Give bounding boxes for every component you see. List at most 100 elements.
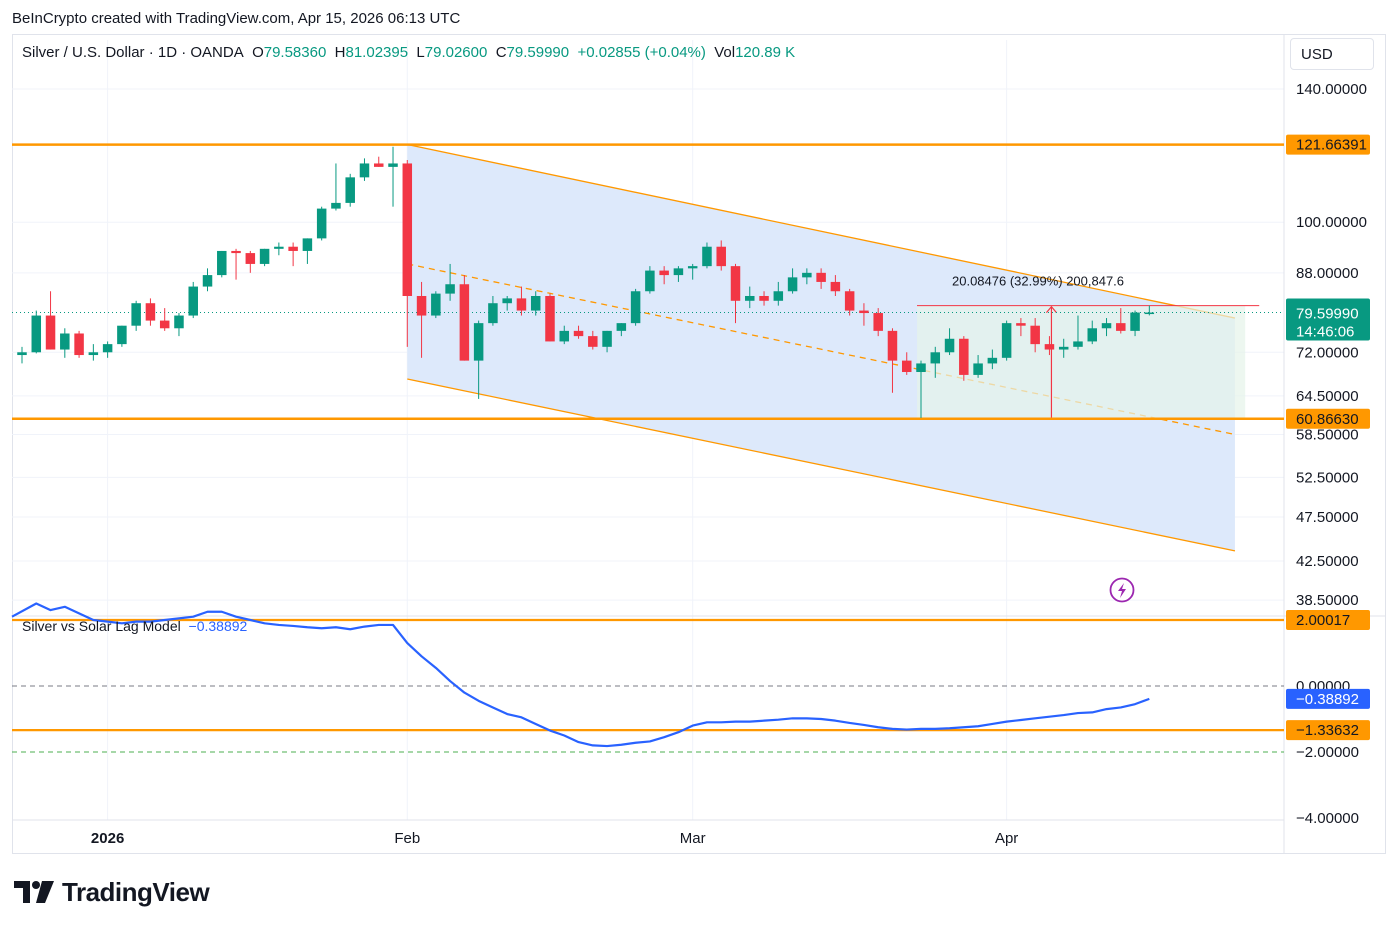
candle-body xyxy=(702,246,712,267)
candle-body xyxy=(1116,323,1126,331)
high-value: 81.02395 xyxy=(345,44,409,61)
chart-frame xyxy=(12,34,1386,854)
candle-body xyxy=(873,313,883,331)
candle-body xyxy=(288,246,298,251)
candle-body xyxy=(145,303,156,321)
indicator-name[interactable]: Silver vs Solar Lag Model xyxy=(22,618,181,634)
candle-body xyxy=(659,270,669,276)
candle-body xyxy=(730,266,741,301)
candle-body xyxy=(174,315,184,329)
price-tick-label: 38.50000 xyxy=(1296,592,1359,609)
current-price-badge: 79.59990 xyxy=(1296,306,1359,323)
candle-body xyxy=(859,310,869,314)
candle-body xyxy=(274,246,284,249)
candle-body xyxy=(1016,323,1026,326)
candle-body xyxy=(159,320,170,329)
candle-body xyxy=(530,295,541,311)
candle-body xyxy=(687,266,698,269)
tradingview-logo-text: TradingView xyxy=(62,876,210,907)
candle-body xyxy=(559,330,570,342)
high-label: H xyxy=(334,44,346,61)
candle-body xyxy=(545,295,555,342)
candle-body xyxy=(1087,328,1097,342)
candle-body xyxy=(117,325,127,345)
close-value: 79.59990 xyxy=(506,44,570,61)
candle-body xyxy=(1001,323,1012,358)
indicator-level-badge-lower: −1.33632 xyxy=(1296,722,1359,739)
open-value: 79.58360 xyxy=(263,44,327,61)
candle-body xyxy=(245,253,256,264)
close-label: C xyxy=(495,44,507,61)
tradingview-logo[interactable]: TradingView xyxy=(14,876,210,908)
alert-lightning-bolt xyxy=(1118,583,1126,598)
level-badge-lower: 60.86630 xyxy=(1296,411,1359,428)
time-tick-label: Mar xyxy=(680,830,706,847)
candle-body xyxy=(402,163,413,296)
price-tick-label: 72.00000 xyxy=(1296,344,1359,361)
change-value: +0.02855 (+0.04%) xyxy=(577,44,706,61)
indicator-level-badge-upper-bg xyxy=(1286,609,1370,630)
indicator-tick-label: −2.00000 xyxy=(1296,744,1359,761)
symbol-name[interactable]: Silver / U.S. Dollar · 1D · OANDA xyxy=(22,44,244,61)
candle-body xyxy=(231,250,241,254)
price-tick-label: 64.50000 xyxy=(1296,388,1359,405)
candle-body xyxy=(573,330,584,337)
low-value: 79.02600 xyxy=(424,44,488,61)
candle-body xyxy=(416,295,427,316)
indicator-line xyxy=(11,602,1150,748)
candle-body xyxy=(830,281,841,292)
tradingview-logo-icon xyxy=(14,881,54,903)
indicator-tick-label: −4.00000 xyxy=(1296,810,1359,827)
candle-body xyxy=(645,270,655,292)
candle-body xyxy=(102,344,113,353)
candle-body xyxy=(316,208,327,239)
candle-body xyxy=(787,277,798,292)
candle-body xyxy=(1030,325,1040,345)
indicator-level-badge-lower-bg xyxy=(1286,720,1370,741)
candle-body xyxy=(816,272,826,282)
indicator-value: −0.38892 xyxy=(188,618,248,634)
candle-body xyxy=(1101,323,1112,329)
measure-fill xyxy=(917,305,1246,419)
candle-body xyxy=(516,298,527,311)
candle-body xyxy=(331,202,341,209)
candle-body xyxy=(1073,341,1083,347)
candle-body xyxy=(188,286,198,316)
volume-label: Vol xyxy=(714,44,736,61)
open-label: O xyxy=(252,44,264,61)
candle-body xyxy=(131,303,141,326)
currency-button[interactable]: USD xyxy=(1290,38,1374,70)
level-badge-lower-bg xyxy=(1286,408,1370,429)
level-badge-upper: 121.66391 xyxy=(1296,137,1367,154)
candle-body xyxy=(259,248,270,264)
candle-body xyxy=(388,163,398,167)
time-tick-label: 2026 xyxy=(91,830,124,847)
candle-body xyxy=(445,284,455,294)
candle-body xyxy=(745,295,755,301)
candle-body xyxy=(802,272,812,278)
candle-body xyxy=(217,250,227,276)
candle-body xyxy=(759,295,769,301)
candle-body xyxy=(716,246,726,267)
candle-body xyxy=(930,352,941,364)
price-tick-label: 52.50000 xyxy=(1296,469,1359,486)
level-badge-upper-bg xyxy=(1286,134,1370,155)
candle-body xyxy=(45,315,56,350)
time-tick-label: Feb xyxy=(394,830,420,847)
candle-body xyxy=(887,330,898,361)
candle-body xyxy=(459,284,470,361)
price-tick-label: 42.50000 xyxy=(1296,553,1359,570)
candle-body xyxy=(844,291,855,311)
candle-body xyxy=(916,363,926,373)
candle-body xyxy=(602,330,612,347)
price-tick-label: 100.00000 xyxy=(1296,214,1367,231)
indicator-value-badge: −0.38892 xyxy=(1296,691,1359,708)
price-tick-label: 47.50000 xyxy=(1296,509,1359,526)
candle-body xyxy=(60,333,70,350)
alert-lightning-icon[interactable] xyxy=(1109,577,1135,603)
candle-body xyxy=(31,315,42,353)
candle-body xyxy=(374,163,384,167)
measure-arrow-head xyxy=(1045,305,1057,314)
price-tick-label: 58.50000 xyxy=(1296,426,1359,443)
